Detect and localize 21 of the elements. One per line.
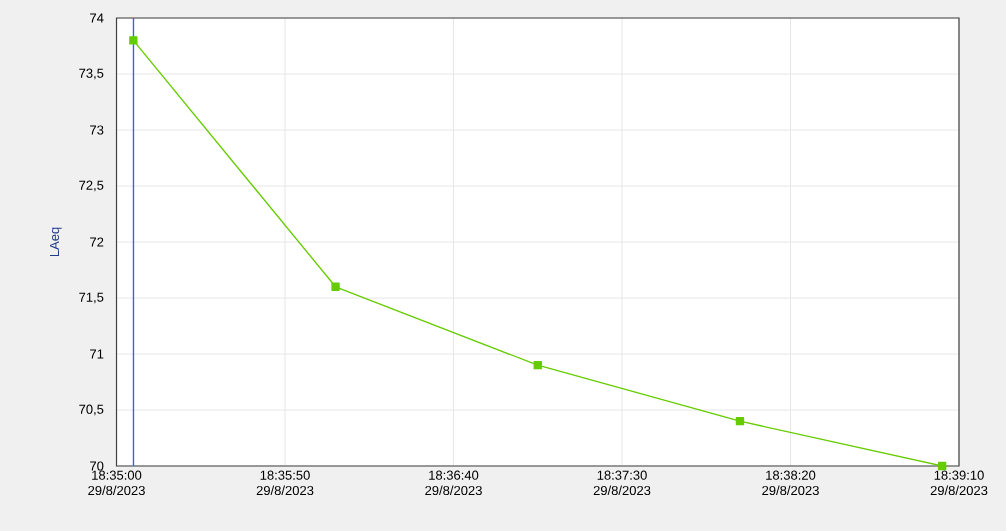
x-tick-label: 18:35:00 29/8/2023 — [88, 470, 145, 496]
point — [331, 282, 340, 291]
x-tick-label: 18:39:10 29/8/2023 — [930, 470, 988, 496]
y-tick-label: 74 — [90, 13, 104, 23]
point — [735, 417, 745, 426]
point — [937, 461, 947, 471]
y-tick-label: 73,5 — [79, 68, 104, 80]
x-tick-label: 18:36:40 29/8/2023 — [425, 470, 482, 496]
point — [129, 36, 138, 45]
x-tick-label: 18:38:20 29/8/2023 — [762, 470, 819, 496]
x-tick-label: 18:37:30 29/8/2023 — [593, 470, 651, 496]
point — [533, 361, 542, 370]
y-tick-label: 73 — [90, 125, 104, 135]
y-tick-label: 72 — [90, 237, 104, 247]
y-tick-label: 71,5 — [79, 292, 104, 304]
x-tick-label: 18:35:50 29/8/2023 — [256, 470, 314, 496]
y-tick-label: 70,5 — [79, 404, 104, 416]
y-tick-label: 72,5 — [79, 180, 104, 192]
y-tick-label: 70 — [90, 461, 104, 471]
y-axis-title: LAeq — [50, 227, 62, 257]
y-tick-label: 71 — [90, 349, 104, 359]
